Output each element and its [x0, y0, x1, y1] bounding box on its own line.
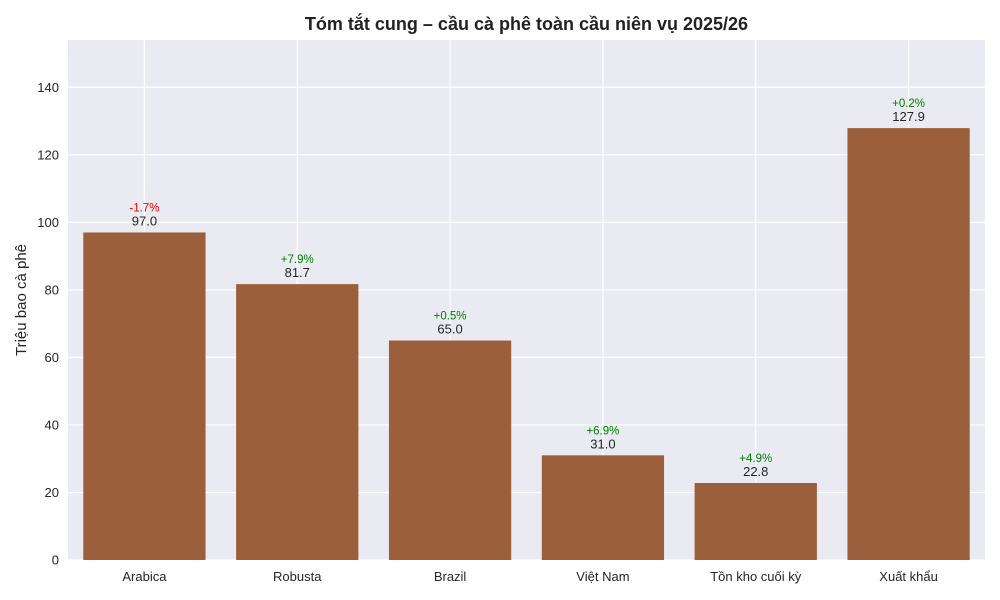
bar-value-label: 81.7 [285, 265, 310, 280]
bars [83, 128, 970, 560]
y-tick-label: 100 [37, 215, 59, 230]
x-tick-label: Brazil [434, 569, 467, 584]
bar-change-label: -1.7% [129, 202, 159, 214]
x-tick-label: Robusta [273, 569, 322, 584]
y-tick-label: 120 [37, 147, 59, 162]
bar [388, 340, 512, 560]
bar-change-label: +0.5% [434, 311, 467, 323]
bar [847, 128, 970, 560]
y-tick-label: 40 [45, 417, 59, 432]
bar-change-label: +6.9% [586, 425, 619, 437]
chart-title: Tóm tắt cung – cầu cà phê toàn cầu niên … [304, 14, 749, 34]
bar-value-label: 127.9 [892, 109, 925, 124]
plot-area [68, 40, 985, 560]
bar-change-label: +0.2% [892, 98, 925, 110]
bar [541, 455, 665, 560]
bar-value-label: 31.0 [590, 436, 615, 451]
bar-change-label: +4.9% [739, 453, 772, 465]
x-tick-label: Việt Nam [576, 569, 629, 584]
y-tick-label: 60 [45, 350, 59, 365]
y-tick-label: 20 [45, 485, 59, 500]
bar-value-label: 65.0 [437, 322, 462, 337]
x-tick-label: Tồn kho cuối kỳ [710, 569, 802, 584]
y-tick-label: 0 [52, 553, 59, 568]
bar-value-label: 22.8 [743, 464, 768, 479]
bar [236, 284, 359, 560]
y-axis-title: Triệu bao cà phê [13, 244, 30, 356]
x-tick-label: Xuất khẩu [879, 569, 938, 584]
bar-change-label: +7.9% [281, 254, 314, 266]
axes: 0 20 40 60 80 100 120 140 Arabica Robusta Brazil Vi… [37, 80, 938, 584]
data-labels: 97.0-1.7% 81.7+7.9% 65.0+0.5% 31.0+6.9% 22.8… [129, 98, 925, 479]
x-tick-label: Arabica [122, 569, 167, 584]
y-tick-label: 80 [45, 282, 59, 297]
bar [83, 232, 206, 560]
bar [694, 483, 817, 560]
y-tick-label: 140 [37, 80, 59, 95]
bar-value-label: 97.0 [132, 213, 157, 228]
